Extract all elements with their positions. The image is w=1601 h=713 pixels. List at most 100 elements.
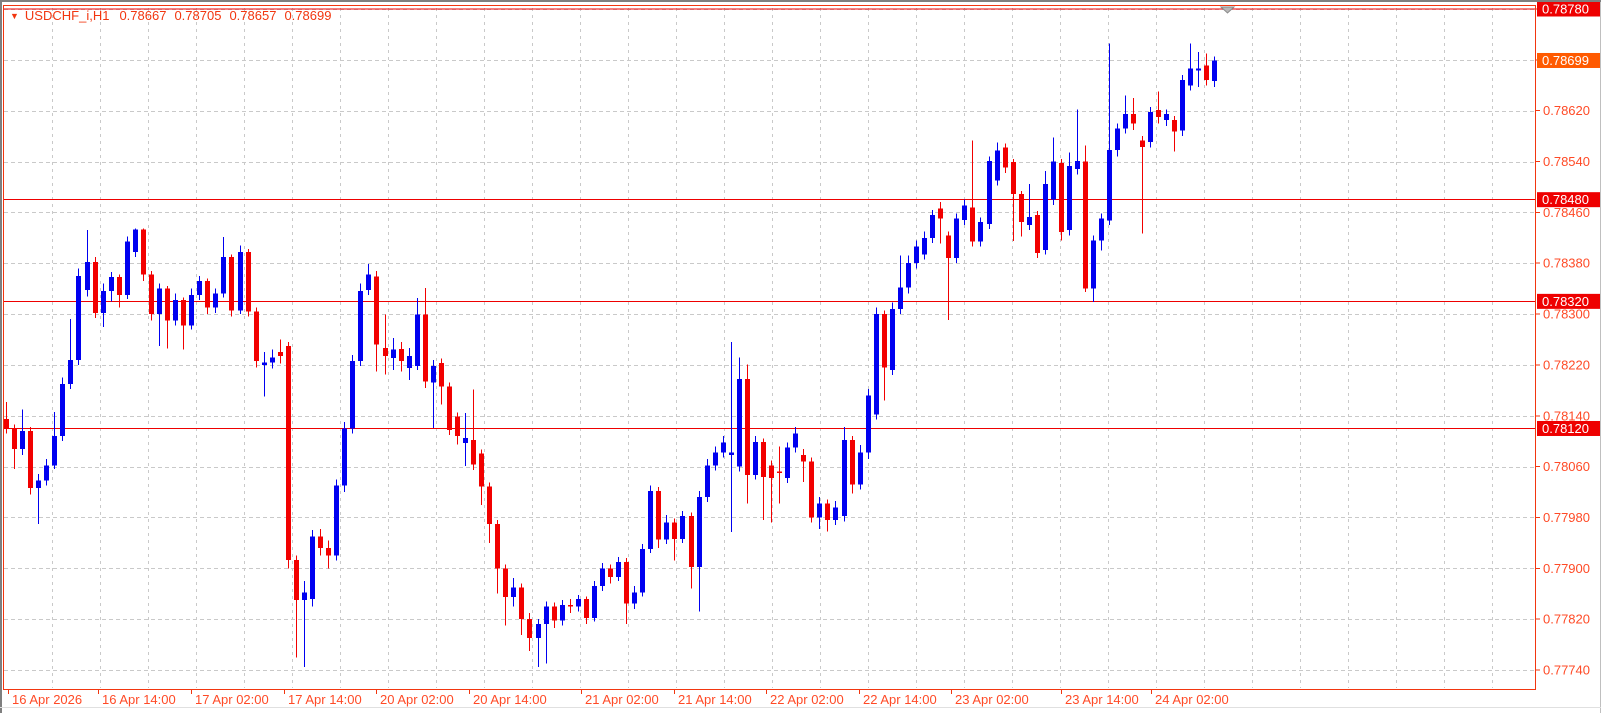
candle (737, 357, 742, 472)
candle (527, 612, 532, 651)
candle (455, 412, 460, 445)
candle (769, 460, 774, 523)
candle (117, 274, 122, 308)
current-price-badge: 0.78699 (1537, 52, 1600, 68)
candle (1051, 137, 1056, 205)
price-tick-label: 0.77980 (1543, 510, 1590, 525)
candle (109, 272, 114, 302)
level-price-badge: 0.78120 (1537, 420, 1600, 436)
candle (801, 448, 806, 482)
time-tick-label: 23 Apr 02:00 (955, 692, 1029, 707)
candle (761, 438, 766, 521)
candle (1204, 53, 1209, 86)
candle (544, 601, 549, 664)
candle (221, 237, 226, 298)
candle (431, 359, 436, 428)
candle (914, 240, 919, 269)
candle (850, 436, 855, 494)
time-tick-label: 24 Apr 02:00 (1155, 692, 1229, 707)
horizontal-level-lines[interactable] (4, 8, 1535, 429)
candle (399, 342, 404, 372)
candle (463, 413, 468, 466)
candle (238, 245, 243, 315)
candle (213, 288, 218, 313)
time-tick-label: 23 Apr 14:00 (1065, 692, 1139, 707)
candle (1099, 213, 1104, 251)
time-axis[interactable]: 16 Apr 2026 16 Apr 14:00 17 Apr 02:00 17 Ap… (8, 690, 1229, 707)
candle (745, 364, 750, 504)
candle (133, 228, 138, 257)
candle (954, 213, 959, 264)
candle (350, 354, 355, 434)
candle (1123, 95, 1128, 134)
time-tick-label: 21 Apr 02:00 (585, 692, 659, 707)
candle (149, 270, 154, 321)
candle (874, 307, 879, 420)
candle (141, 228, 146, 282)
candle (1212, 56, 1217, 88)
candle (205, 278, 210, 315)
candle (503, 564, 508, 626)
candle (1091, 235, 1096, 303)
candle (1107, 43, 1112, 226)
candle (310, 530, 315, 607)
candles (4, 43, 1217, 667)
time-tick-label: 20 Apr 02:00 (380, 692, 454, 707)
chart-shift-marker-icon[interactable] (1219, 6, 1236, 14)
candle (1196, 52, 1201, 88)
candle (1115, 123, 1120, 157)
candle (1131, 97, 1136, 130)
price-tick-label: 0.78300 (1543, 307, 1590, 322)
candle (157, 283, 162, 346)
price-axis[interactable]: 0.787800.787000.786200.785400.784600.783… (1534, 2, 1600, 689)
candle (1164, 109, 1169, 126)
candle (713, 446, 718, 471)
candle (471, 389, 476, 470)
svg-text:0.78480: 0.78480 (1542, 192, 1589, 207)
candle (753, 436, 758, 480)
candle (20, 409, 25, 456)
candle (536, 619, 541, 667)
candle (721, 436, 726, 458)
candle (1043, 171, 1048, 255)
candle (439, 358, 444, 405)
candle (36, 474, 41, 524)
candle (584, 596, 589, 625)
price-tick-label: 0.78060 (1543, 459, 1590, 474)
candle (890, 302, 895, 376)
candle (552, 602, 557, 629)
candle (254, 307, 259, 368)
symbol-dropdown-arrow-icon[interactable]: ▼ (10, 11, 19, 21)
candle (278, 339, 283, 364)
candle (1067, 152, 1072, 236)
candle (624, 558, 629, 625)
candle (93, 256, 98, 318)
candle (858, 445, 863, 490)
candle (640, 544, 645, 597)
candle (922, 231, 927, 260)
candle (656, 486, 661, 548)
candle (286, 342, 291, 569)
candle (342, 422, 347, 493)
candle (568, 598, 573, 613)
time-tick-label: 17 Apr 14:00 (288, 692, 362, 707)
candle (197, 275, 202, 301)
candle (383, 314, 388, 375)
candle (978, 217, 983, 247)
level-price-badge: 0.78480 (1537, 192, 1600, 208)
candle (1027, 183, 1032, 231)
candle (995, 142, 1000, 186)
price-tick-label: 0.78620 (1543, 103, 1590, 118)
ohlc-high-value: 0.78705 (174, 8, 222, 23)
time-tick-label: 22 Apr 14:00 (863, 692, 937, 707)
candle (785, 442, 790, 484)
candle (592, 581, 597, 622)
candle (1156, 91, 1161, 124)
candle (511, 577, 516, 607)
level-price-badge: 0.78780 (1537, 2, 1600, 17)
candle (415, 298, 420, 371)
candle (487, 482, 492, 543)
